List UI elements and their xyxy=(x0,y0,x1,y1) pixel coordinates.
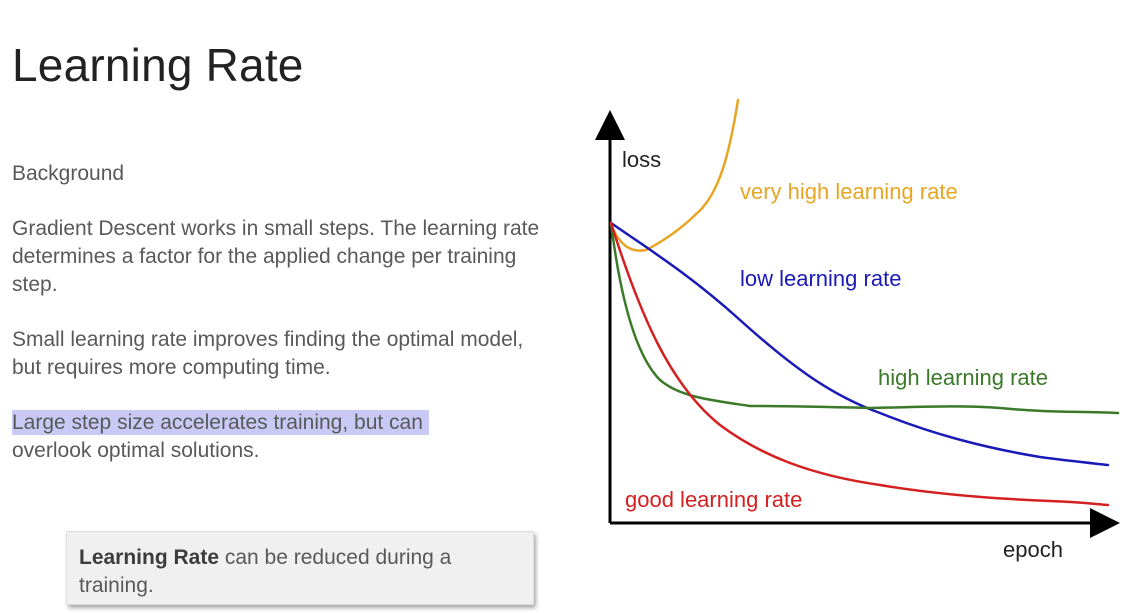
curve-good-learning-rate xyxy=(609,221,1110,507)
label-very-high-learning-rate: very high learning rate xyxy=(740,179,958,204)
callout-bold-text: Learning Rate xyxy=(79,546,220,569)
paragraph-line-2: overlook optimal solutions. xyxy=(12,439,260,462)
paragraph-small-learning-rate: Small learning rate improves finding the… xyxy=(12,328,524,379)
label-low-learning-rate: low learning rate xyxy=(740,266,901,291)
x-axis-label: epoch xyxy=(1003,537,1063,562)
content-body: Background Gradient Descent works in sma… xyxy=(12,160,557,492)
curve-very-high-learning-rate xyxy=(609,98,740,252)
label-high-learning-rate: high learning rate xyxy=(878,365,1048,390)
label-good-learning-rate: good learning rate xyxy=(625,487,802,512)
callout-text: can be reduced during a training. xyxy=(79,546,452,597)
background-heading: Background xyxy=(12,162,125,185)
paragraph-large-step-size: Large step size accelerates training, bu… xyxy=(12,409,557,465)
highlighted-text: Large step size accelerates training, bu… xyxy=(12,410,429,435)
y-axis-label: loss xyxy=(622,147,661,172)
curve-low-learning-rate xyxy=(609,221,1110,467)
slide-title: Learning Rate xyxy=(12,39,304,91)
callout-box: Learning Rate can be reduced during a tr… xyxy=(66,531,534,605)
learning-rate-diagram: loss epoch very high learning rate low l… xyxy=(595,98,1120,562)
curve-high-learning-rate xyxy=(609,221,1120,415)
paragraph-gradient-descent: Gradient Descent works in small steps. T… xyxy=(12,217,540,296)
